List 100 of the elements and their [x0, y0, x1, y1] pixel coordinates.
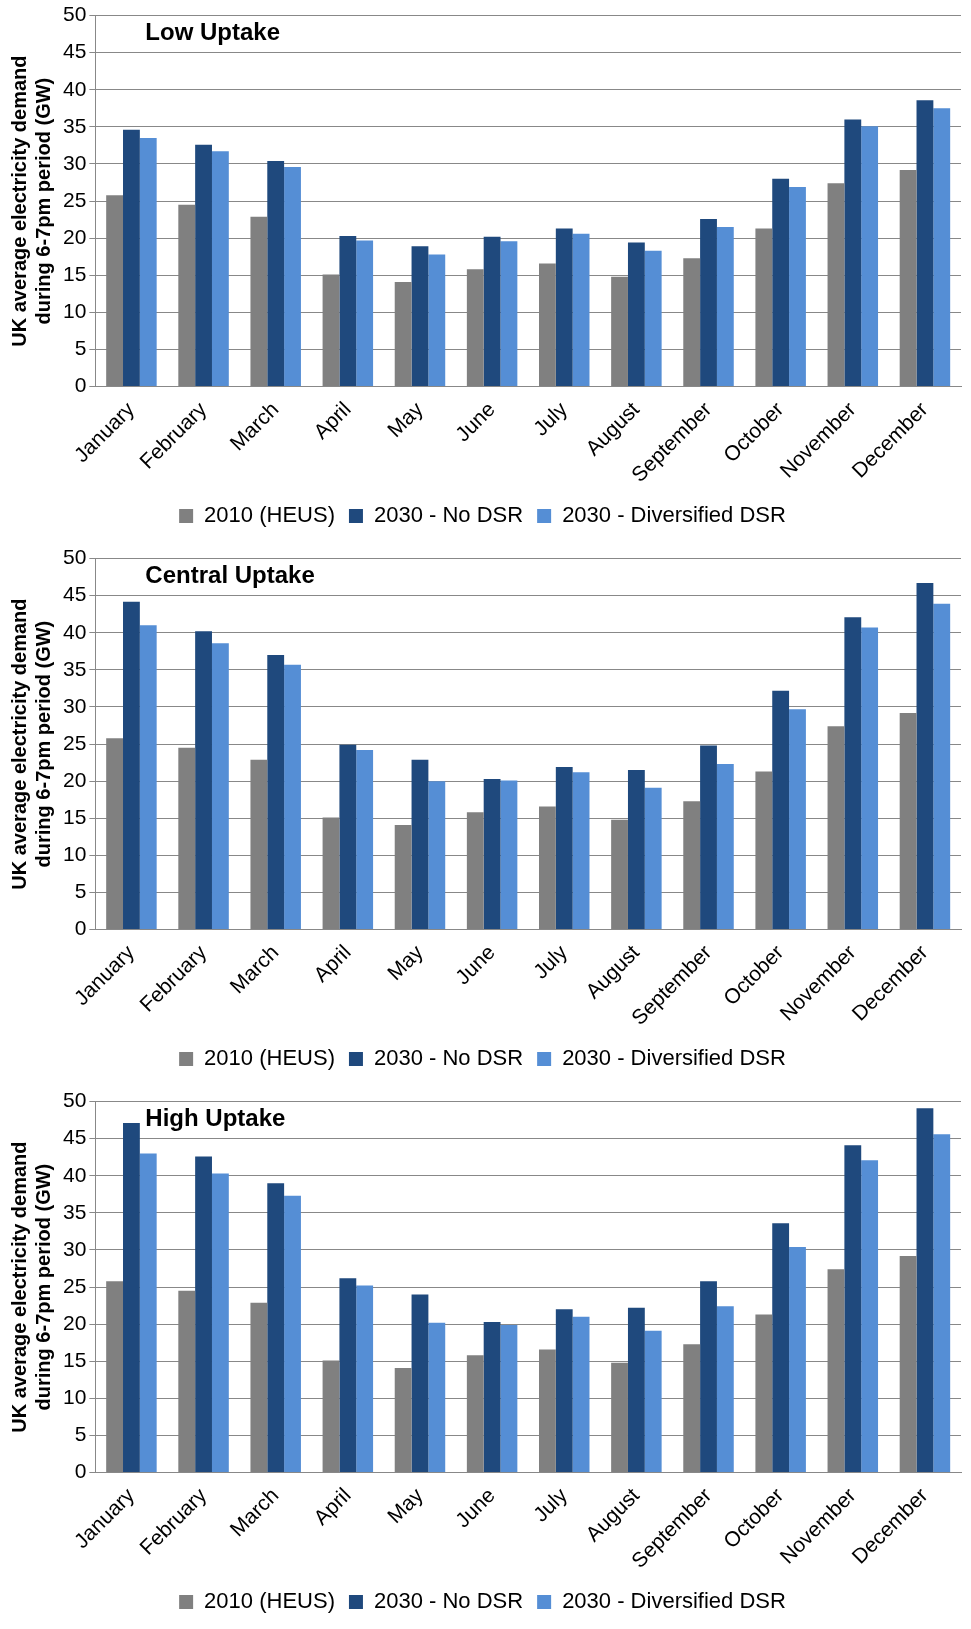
bar [356, 1285, 374, 1473]
bar [139, 138, 157, 387]
bar [211, 1173, 229, 1473]
bar [861, 627, 879, 930]
bar [356, 750, 374, 930]
bar [861, 126, 879, 387]
y-tick-label: 10 [63, 299, 87, 323]
bar [211, 643, 229, 930]
chart-title: Central Uptake [145, 561, 315, 589]
legend-label: 2030 - No DSR [373, 502, 524, 528]
legend-label: 2010 (HEUS) [204, 1588, 335, 1614]
y-tick-label: 30 [63, 150, 87, 174]
y-tick-label: 0 [74, 373, 87, 397]
legend-label: 2030 - Diversified DSR [562, 1045, 786, 1071]
x-tick-label: May [382, 939, 428, 985]
bar [861, 1160, 879, 1473]
y-tick-label: 5 [74, 336, 87, 360]
y-tick-label: 50 [63, 545, 87, 569]
bar [339, 235, 357, 387]
bar [428, 254, 446, 387]
bar [483, 1321, 501, 1473]
y-tick-label: 15 [63, 805, 87, 829]
bar [428, 781, 446, 930]
bar [644, 1330, 662, 1473]
bar [572, 233, 590, 387]
bar [933, 603, 951, 930]
y-tick-label: 20 [63, 1310, 87, 1334]
y-tick-label: 45 [63, 582, 87, 606]
y-axis-title: UK average electricity demand during 6-7pm period (GW) [7, 1141, 54, 1433]
y-axis-title: UK average electricity demand during 6-7pm period (GW) [7, 598, 54, 890]
bar [123, 601, 140, 930]
bar [267, 1183, 285, 1473]
y-tick-label: 15 [63, 1348, 87, 1372]
chart-title: Low Uptake [145, 18, 281, 46]
bar [411, 1294, 429, 1473]
y-tick-label: 10 [63, 1385, 87, 1409]
y-tick-label: 35 [63, 656, 87, 680]
y-axis-title: UK average electricity demand during 6-7pm period (GW) [7, 55, 54, 347]
bar [916, 100, 934, 387]
y-tick-label: 5 [74, 1422, 87, 1446]
bar [627, 770, 645, 930]
bar [700, 218, 717, 387]
y-tick-label: 25 [63, 187, 87, 211]
legend-label: 2030 - Diversified DSR [562, 1588, 786, 1614]
x-tick-label: May [382, 396, 428, 442]
bar [700, 745, 717, 930]
bar [339, 1278, 357, 1473]
y-tick-label: 20 [63, 767, 87, 791]
y-tick-label: 45 [63, 1125, 87, 1149]
y-tick-label: 20 [63, 224, 87, 248]
bar [500, 241, 518, 387]
bar [500, 1324, 518, 1473]
y-tick-label: 30 [63, 1236, 87, 1260]
y-tick-label: 45 [63, 39, 87, 63]
bar [555, 1309, 573, 1473]
bar [195, 1156, 212, 1473]
x-tick-label: May [382, 1482, 428, 1528]
bar [933, 108, 951, 387]
x-tick-label: July [528, 1482, 572, 1526]
bar [356, 240, 374, 387]
y-tick-label: 10 [63, 842, 87, 866]
bar [483, 236, 501, 387]
bar [428, 1322, 446, 1473]
y-tick-label: 50 [63, 1088, 87, 1112]
bar [916, 583, 934, 930]
bar [411, 246, 429, 387]
bar [284, 664, 301, 930]
y-tick-label: 40 [63, 1162, 87, 1186]
y-tick-label: 40 [63, 619, 87, 643]
bar [500, 780, 518, 930]
chart-title: High Uptake [145, 1104, 286, 1132]
y-tick-label: 0 [74, 916, 87, 940]
bar [644, 250, 662, 387]
y-tick-label: 25 [63, 1273, 87, 1297]
x-tick-label: July [528, 939, 572, 983]
y-tick-label: 25 [63, 730, 87, 754]
bar [211, 151, 229, 387]
bar [483, 778, 501, 930]
bar [772, 178, 790, 387]
y-tick-label: 30 [63, 693, 87, 717]
bar [916, 1108, 934, 1473]
bar [572, 1316, 590, 1473]
bar [195, 631, 212, 930]
bar [123, 129, 140, 387]
y-tick-label: 35 [63, 113, 87, 137]
bar [267, 655, 285, 930]
bar [789, 709, 806, 930]
bar [339, 744, 357, 930]
bar [716, 764, 734, 930]
bar [284, 1195, 301, 1473]
bar [572, 772, 590, 930]
bar [195, 144, 212, 387]
y-tick-label: 50 [63, 2, 87, 26]
bar [844, 1145, 862, 1473]
bar [933, 1134, 951, 1473]
bar [789, 1247, 806, 1473]
bar [644, 787, 662, 930]
legend-label: 2010 (HEUS) [204, 502, 335, 528]
bar [411, 759, 429, 930]
legend-label: 2030 - No DSR [373, 1045, 524, 1071]
